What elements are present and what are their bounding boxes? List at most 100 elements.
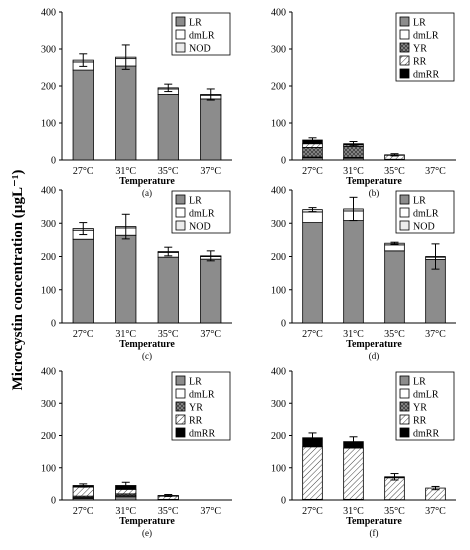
legend-swatch	[399, 16, 410, 27]
x-tick-label: 27°C	[302, 329, 323, 340]
bar-segment	[302, 211, 323, 223]
y-tick-label: 0	[51, 156, 56, 167]
y-tick-label: 300	[41, 219, 56, 230]
y-tick-label: 400	[271, 186, 286, 197]
legend-label: LR	[189, 377, 202, 388]
y-tick-label: 100	[41, 285, 56, 296]
x-tick-label: 35°C	[158, 166, 179, 177]
x-axis-title: Temperature	[346, 516, 402, 527]
x-tick-label: 27°C	[302, 166, 323, 177]
legend-swatch	[175, 375, 186, 386]
legend-swatch	[399, 414, 410, 425]
y-tick-label: 300	[271, 399, 286, 410]
panel-label: (b)	[369, 188, 380, 198]
legend-label: NOD	[189, 222, 211, 233]
bar-segment	[302, 446, 323, 500]
legend-label: LR	[413, 196, 426, 207]
legend-swatch	[175, 427, 186, 438]
bar-segment	[72, 486, 94, 497]
x-tick-label: 35°C	[384, 166, 405, 177]
y-tick-label: 0	[281, 319, 286, 330]
legend-swatch	[399, 194, 410, 205]
bar-segment	[200, 98, 222, 161]
y-tick-label: 0	[281, 156, 286, 167]
panel-label: (a)	[142, 188, 152, 198]
x-axis-title: Temperature	[119, 176, 175, 187]
bar-segment	[157, 256, 179, 324]
legend-swatch	[399, 207, 410, 218]
chart-panel: 0 100 200 300 400 27°C 31°C 35°C 37°C Temperature…	[271, 367, 456, 538]
legend-label: dmRR	[413, 70, 439, 81]
y-tick-label: 300	[41, 45, 56, 56]
legend-label: dmLR	[189, 31, 215, 42]
panel-label: (d)	[369, 351, 380, 361]
legend-swatch	[175, 29, 186, 40]
legend-swatch	[399, 68, 410, 79]
legend-swatch	[175, 42, 186, 53]
x-tick-label: 37°C	[200, 166, 221, 177]
legend-swatch	[175, 414, 186, 425]
legend-swatch	[399, 42, 410, 53]
bar-segment	[115, 488, 137, 495]
x-tick-label: 35°C	[384, 329, 405, 340]
legend-label: dmRR	[413, 429, 439, 440]
bar-segment	[343, 220, 364, 324]
y-tick-label: 300	[271, 219, 286, 230]
legend-swatch	[399, 388, 410, 399]
bar-segment	[72, 238, 94, 324]
y-tick-label: 300	[271, 45, 286, 56]
legend-label: dmLR	[413, 209, 439, 220]
legend-label: dmLR	[413, 390, 439, 401]
y-tick-label: 400	[271, 8, 286, 19]
legend-label: YR	[413, 403, 427, 414]
x-tick-label: 27°C	[302, 506, 323, 517]
legend-swatch	[175, 388, 186, 399]
y-tick-label: 400	[41, 8, 56, 19]
x-tick-label: 35°C	[384, 506, 405, 517]
x-tick-label: 31°C	[343, 506, 364, 517]
legend-label: dmLR	[189, 209, 215, 220]
y-tick-label: 0	[281, 496, 286, 507]
legend-label: dmLR	[189, 390, 215, 401]
legend-label: RR	[189, 416, 203, 427]
chart-panel: 0 100 200 300 400 27°C 31°C 35°C 37°C Temperature…	[41, 367, 232, 538]
bar-segment	[343, 447, 364, 500]
legend-swatch	[399, 29, 410, 40]
legend-label: LR	[413, 377, 426, 388]
legend-swatch	[175, 207, 186, 218]
x-tick-label: 27°C	[73, 506, 94, 517]
y-tick-label: 200	[41, 82, 56, 93]
chart-panel: 0 100 200 300 400 27°C 31°C 35°C 37°C Temperature…	[41, 186, 232, 361]
x-axis-title: Temperature	[346, 339, 402, 350]
x-tick-label: 37°C	[425, 329, 446, 340]
y-tick-label: 100	[41, 463, 56, 474]
x-tick-label: 31°C	[343, 329, 364, 340]
panels: 0 100 200 300 400 27°C 31°C 35°C 37°C Temperature…	[41, 8, 456, 538]
legend-label: dmRR	[189, 429, 215, 440]
y-tick-label: 400	[271, 367, 286, 378]
y-axis-title: Microcystin concentration (µgL⁻¹)	[10, 170, 26, 391]
chart-panel: 0 100 200 300 400 27°C 31°C 35°C 37°C Temperature…	[271, 186, 456, 361]
legend-label: YR	[413, 44, 427, 55]
bar-segment	[72, 69, 94, 161]
legend-swatch	[175, 194, 186, 205]
bar-segment	[200, 258, 222, 324]
x-tick-label: 35°C	[158, 329, 179, 340]
y-tick-label: 200	[271, 82, 286, 93]
legend-label: RR	[413, 416, 427, 427]
y-tick-label: 100	[271, 285, 286, 296]
bar-segment	[302, 147, 323, 158]
y-tick-label: 0	[51, 319, 56, 330]
bar-segment	[157, 94, 179, 161]
x-tick-label: 31°C	[343, 166, 364, 177]
x-tick-label: 37°C	[425, 506, 446, 517]
y-tick-label: 100	[271, 119, 286, 130]
x-tick-label: 27°C	[73, 329, 94, 340]
x-axis-title: Temperature	[119, 516, 175, 527]
legend-swatch	[175, 16, 186, 27]
legend-label: LR	[189, 196, 202, 207]
panel-label: (e)	[142, 528, 152, 538]
legend-swatch	[399, 220, 410, 231]
y-tick-label: 400	[41, 186, 56, 197]
